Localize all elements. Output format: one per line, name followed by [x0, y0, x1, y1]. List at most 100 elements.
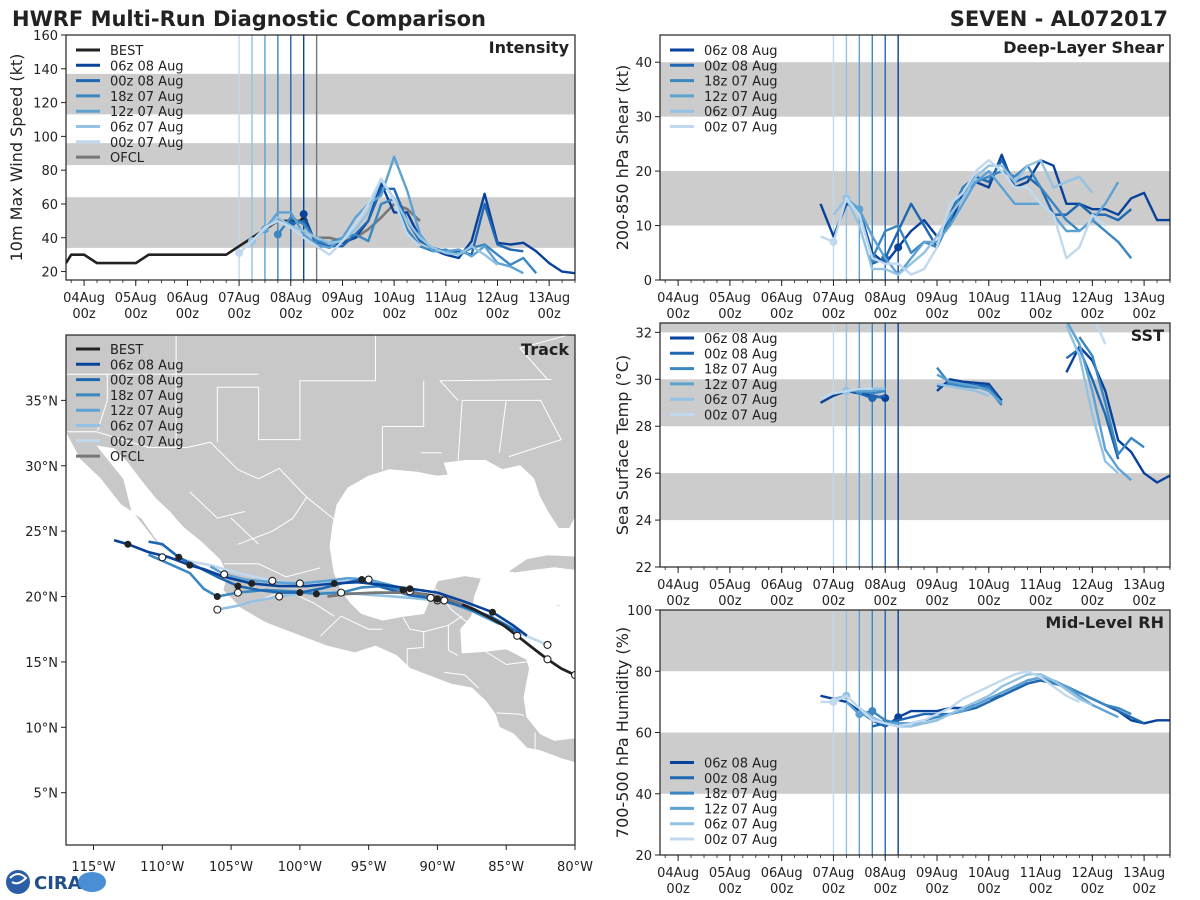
figure-title: HWRF Multi-Run Diagnostic Comparison [12, 7, 486, 31]
track-ytick-label: 35°N [25, 394, 58, 409]
shear-xtick-label-day: 09Aug [916, 291, 958, 306]
intensity-xtick-label-hour: 00z [124, 307, 148, 322]
cira-logo: CIRA [6, 870, 106, 894]
track-legend-label: 12z 07 Aug [110, 404, 184, 419]
rh-xtick-label-day: 10Aug [968, 866, 1010, 881]
shear-xtick-label-day: 08Aug [864, 291, 906, 306]
track-fix-filled [312, 590, 320, 598]
shear-xtick-label-hour: 00z [874, 307, 898, 322]
map-border [402, 617, 424, 633]
rh-xtick-label-day: 04Aug [657, 866, 699, 881]
rh-band [660, 610, 1170, 672]
sst-legend-label: 18z 07 Aug [704, 363, 778, 378]
shear-legend-label: 06z 07 Aug [704, 105, 778, 120]
track-xtick-label: 105°W [209, 860, 253, 875]
intensity-marker-00z-07-aug [235, 248, 244, 257]
map-border [237, 496, 308, 545]
sst-series-group [819, 323, 1170, 484]
sst-xtick-label-hour: 00z [977, 594, 1001, 609]
sst-xtick-label-hour: 00z [1132, 594, 1156, 609]
rh-ytick-label: 100 [627, 604, 652, 619]
map-border [439, 379, 552, 401]
map-border [444, 671, 480, 689]
sst-line-06z-07-aug [936, 382, 990, 397]
sst-line-00z-08-aug [1065, 347, 1120, 460]
map-border [447, 625, 459, 656]
rh-band [660, 732, 1170, 794]
intensity-ytick-label: 140 [33, 63, 58, 78]
track-fix-filled [175, 553, 183, 561]
intensity-ytick-label: 40 [41, 232, 58, 247]
rh-xtick-label-day: 13Aug [1123, 866, 1165, 881]
intensity-ytick-label: 160 [33, 29, 58, 44]
rh-xtick-label-day: 11Aug [1020, 866, 1062, 881]
track-fix-filled [399, 586, 407, 594]
track-fix-filled [213, 593, 221, 601]
shear-xtick-label-hour: 00z [770, 307, 794, 322]
intensity-ytick-label: 120 [33, 97, 58, 112]
track-ytick-label: 25°N [25, 525, 58, 540]
sst-xtick-label-day: 10Aug [968, 578, 1010, 593]
shear-marker-00z-07-aug [829, 237, 838, 246]
sst-ytick-label: 28 [635, 420, 652, 435]
track-fix-open [295, 579, 304, 588]
sst-ytick-label: 30 [635, 373, 652, 388]
sst-xtick-label-day: 09Aug [916, 578, 958, 593]
track-fix-open [543, 640, 552, 649]
track-fix-open [543, 655, 552, 664]
intensity-xtick-label-day: 11Aug [425, 291, 467, 306]
rh-panel: 2040608010004Aug00z05Aug00z06Aug00z07Aug… [613, 604, 1171, 897]
shear-xtick-label-hour: 00z [977, 307, 1001, 322]
map-border [251, 589, 335, 617]
track-fix-open [158, 553, 167, 562]
intensity-xtick-label-hour: 00z [537, 307, 561, 322]
track-fix-filled [406, 585, 414, 593]
sst-legend-label: 00z 07 Aug [704, 409, 778, 424]
track-ytick-label: 10°N [25, 721, 58, 736]
track-xtick-label: 80°W [557, 860, 593, 875]
sst-line-12z-07-aug [1066, 323, 1133, 482]
track-xtick-label: 100°W [278, 860, 322, 875]
rh-xtick-label-hour: 00z [666, 882, 690, 897]
map-border [457, 399, 507, 461]
map-land-north-america [66, 335, 575, 764]
sst-ytick-label: 32 [635, 326, 652, 341]
track-fix-filled [330, 579, 338, 587]
sst-xtick-label-hour: 00z [666, 594, 690, 609]
track-fix-filled [248, 579, 256, 587]
track-fix-filled [124, 540, 132, 548]
map-border [224, 563, 321, 578]
shear-xtick-label-day: 11Aug [1020, 291, 1062, 306]
intensity-ytick-label: 20 [41, 266, 58, 281]
intensity-line-00z-07-aug [238, 177, 421, 256]
sst-xtick-label-day: 05Aug [709, 578, 751, 593]
shear-xtick-label-hour: 00z [822, 307, 846, 322]
shear-xtick-label-hour: 00z [718, 307, 742, 322]
sst-ytick-label: 22 [635, 561, 652, 576]
map-border [382, 380, 425, 427]
track-fix-open [268, 576, 277, 585]
shear-legend-label: 18z 07 Aug [704, 75, 778, 90]
rh-xtick-label-hour: 00z [1132, 882, 1156, 897]
rh-marker-12z-07-aug [855, 710, 864, 719]
track-frame [65, 334, 576, 846]
rh-legend-label: 00z 08 Aug [704, 772, 778, 787]
rh-xtick-label-hour: 00z [770, 882, 794, 897]
intensity-legend-label: 18z 07 Aug [110, 90, 184, 105]
sst-line-12z-07-aug [936, 373, 1003, 404]
track-map-group [66, 335, 575, 845]
intensity-xtick-label-hour: 00z [331, 307, 355, 322]
intensity-band [66, 73, 575, 115]
sst-line-00z-07-aug [820, 387, 873, 400]
map-border [519, 335, 569, 380]
track-ytick-label: 5°N [34, 787, 59, 802]
intensity-line-12z-07-aug [263, 155, 524, 275]
shear-xtick-label-day: 04Aug [657, 291, 699, 306]
track-ytick-label: 15°N [25, 656, 58, 671]
rh-title: Mid-Level RH [1045, 613, 1164, 632]
track-fix-open [570, 670, 575, 680]
intensity-xtick-label-hour: 00z [486, 307, 510, 322]
intensity-xtick-label-hour: 00z [434, 307, 458, 322]
map-border [216, 335, 376, 443]
